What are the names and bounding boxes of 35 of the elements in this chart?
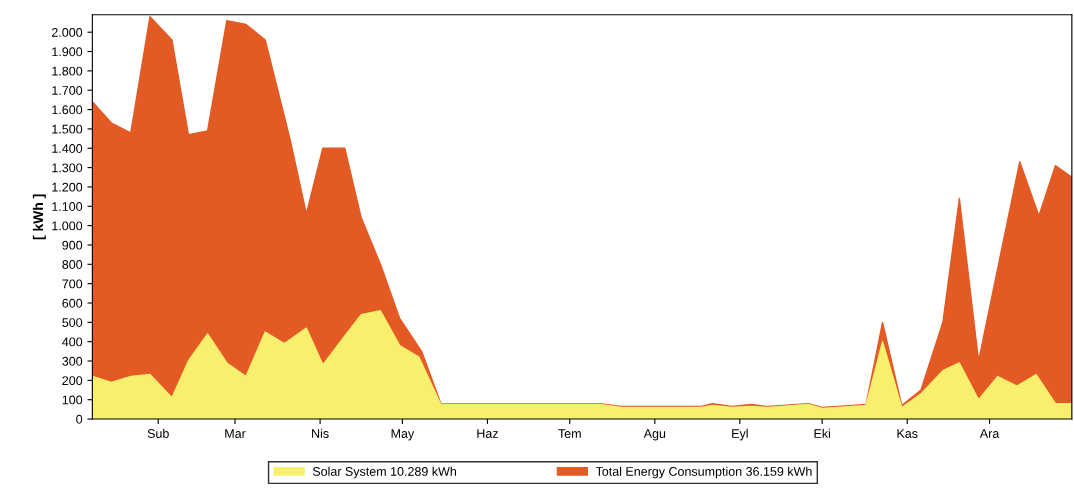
y-axis-title: [ kWh ] [32,194,46,240]
y-tick-label: 1.100 [52,202,83,211]
legend-label: Solar System 10.289 kWh [312,466,456,479]
y-tick-label: 900 [62,240,83,250]
x-tick-label: Agu [643,429,666,441]
y-tick-label: 1.600 [52,105,83,115]
x-tick-label: Nis [312,428,329,438]
y-tick-label: 600 [62,298,83,308]
x-tick-label: Kas [897,429,918,438]
x-tick-label: Haz [477,429,498,438]
y-tick-label: 2.000 [51,28,83,37]
y-tick-label: 300 [62,356,83,366]
y-tick-label: 1.500 [52,124,83,134]
x-tick-label: Mar [225,429,246,438]
y-tick-label: 400 [62,337,83,347]
x-tick-label: Eki [814,428,831,438]
y-tick-label: 1.000 [52,221,83,231]
y-tick-label: 500 [62,318,83,327]
x-tick-label: Ara [979,429,1000,438]
y-tick-label: 200 [62,376,83,386]
y-tick-label: 1.300 [52,163,83,173]
y-tick-label: 800 [62,260,83,269]
y-tick-label: 1.400 [52,144,83,153]
x-tick-label: Sub [147,428,169,438]
y-tick-label: 100 [62,395,83,405]
y-tick-label: 1.200 [52,182,83,192]
x-tick-label: Eyl [732,428,748,441]
legend-label: Total Energy Consumption 36.159 kWh [595,466,812,479]
x-tick-label: May [391,429,415,441]
y-tick-label: 1.800 [52,66,83,76]
y-tick-label: 700 [62,279,83,289]
y-tick-label: 1.700 [52,86,83,95]
y-tick-label: 1.900 [52,47,83,57]
y-tick-label: 0 [76,414,83,424]
x-tick-label: Tem [558,429,581,438]
